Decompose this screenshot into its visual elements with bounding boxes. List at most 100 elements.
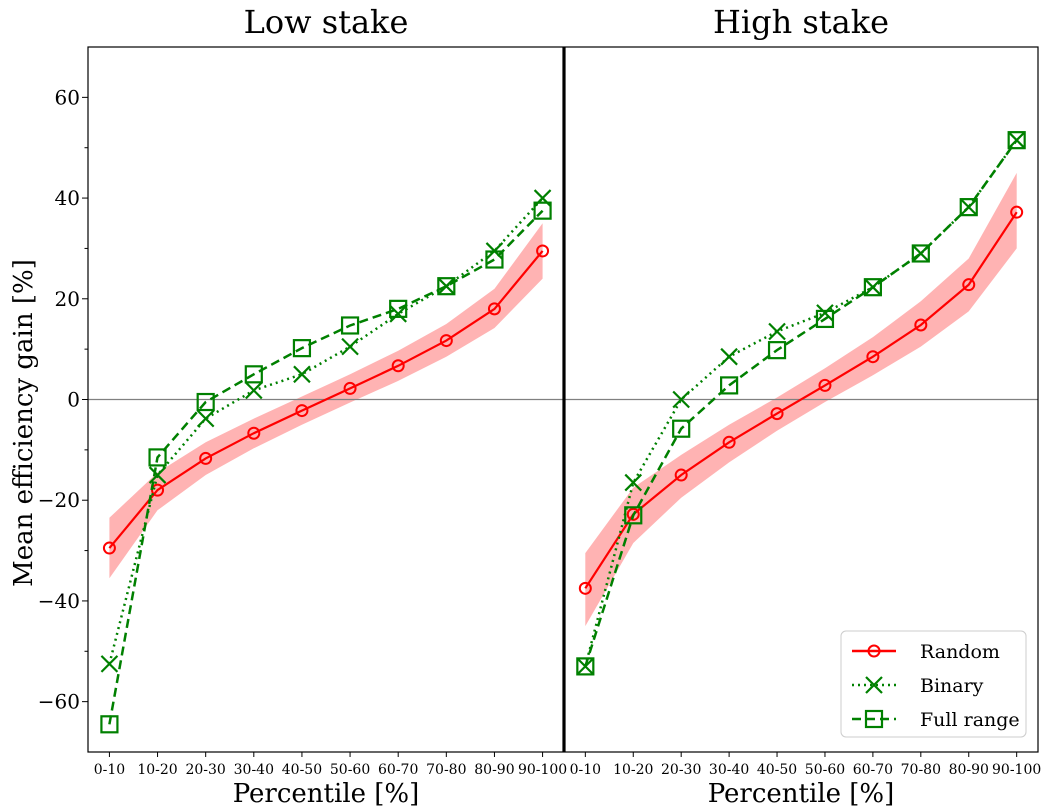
- panel-titles: Low stake High stake: [244, 3, 889, 41]
- marker-full-range: [720, 376, 739, 395]
- marker-full-range: [672, 419, 691, 438]
- legend-label: Random: [920, 641, 1000, 663]
- marker-random: [439, 334, 453, 348]
- marker-random: [722, 435, 736, 449]
- legend-label: Full range: [920, 709, 1020, 731]
- marker-random: [866, 350, 880, 364]
- plot-area: 0-10 10-20 20-30 30-40 40-50 50-60 60-70 70-80 8…: [38, 46, 1041, 778]
- series-line-random: [584, 211, 1018, 589]
- x-tick-label: 90-100: [992, 762, 1041, 778]
- marker-full-range: [485, 250, 504, 269]
- y-tick-label: −60: [38, 690, 80, 714]
- marker-binary: [816, 304, 834, 322]
- marker-full-range: [340, 316, 360, 335]
- x-tick-label: 20-30: [661, 762, 701, 778]
- marker-random: [914, 318, 928, 332]
- marker-binary: [341, 337, 359, 356]
- panel-title: High stake: [713, 3, 889, 41]
- x-tick-label: 90-100: [518, 762, 567, 778]
- marker-binary: [100, 655, 119, 673]
- marker-random: [247, 426, 261, 440]
- marker-random: [199, 451, 213, 465]
- marker-binary: [768, 322, 786, 341]
- series-line-random: [108, 250, 544, 549]
- x-axis-label: Percentile [%]: [708, 779, 895, 809]
- legend-box: [840, 630, 1027, 738]
- marker-random: [626, 507, 640, 521]
- marker-binary: [148, 466, 167, 484]
- panel-title: Low stake: [244, 3, 409, 41]
- marker-random: [536, 244, 550, 258]
- marker-binary: [389, 305, 407, 323]
- marker-random: [343, 381, 357, 395]
- series-line-full-range: [108, 209, 544, 725]
- marker-random: [962, 278, 976, 292]
- marker-binary: [437, 277, 456, 295]
- marker-random: [674, 468, 688, 482]
- y-tick-label: 40: [55, 186, 80, 210]
- y-tick-label: 0: [67, 388, 80, 412]
- marker-binary: [196, 409, 215, 428]
- x-tick-label: 40-50: [282, 762, 322, 778]
- marker-random: [102, 541, 116, 555]
- marker-binary: [672, 390, 690, 409]
- x-tick-label: 10-20: [137, 762, 177, 778]
- legend-item-full-range: Full range: [852, 709, 1020, 731]
- x-tick-label: 40-50: [757, 762, 797, 778]
- marker-random: [578, 581, 592, 595]
- marker-full-range: [244, 365, 263, 384]
- marker-full-range: [292, 339, 312, 358]
- marker-random: [295, 404, 309, 418]
- x-axis-labels: Percentile [%] Percentile [%]: [233, 779, 895, 809]
- confidence-band: [109, 223, 543, 579]
- y-tick-label: −20: [38, 488, 80, 512]
- marker-binary: [1007, 131, 1026, 149]
- series-line-binary: [108, 197, 544, 665]
- legend-marker: [867, 644, 881, 658]
- marker-full-range: [767, 341, 787, 360]
- legend-label: Binary: [920, 675, 984, 697]
- marker-random: [770, 407, 784, 421]
- marker-full-range: [1007, 131, 1026, 150]
- y-axis: −60 −40 −20 0 20 40 60: [38, 85, 88, 714]
- marker-full-range: [100, 715, 119, 734]
- marker-full-range: [196, 392, 215, 412]
- marker-binary: [293, 365, 311, 384]
- x-tick-label: 20-30: [185, 762, 225, 778]
- x-tick-label: 10-20: [613, 762, 653, 778]
- x-tick-label: 0-10: [94, 762, 125, 778]
- marker-full-range: [533, 201, 552, 220]
- y-tick-label: 60: [55, 85, 80, 109]
- marker-full-range: [815, 309, 835, 329]
- x-tick-label: 80-90: [474, 762, 514, 778]
- marker-full-range: [148, 448, 167, 467]
- legend-marker: [865, 676, 883, 694]
- x-tick-label: 0-10: [570, 762, 601, 778]
- marker-binary: [624, 473, 643, 492]
- marker-full-range: [624, 506, 643, 525]
- marker-full-range: [959, 198, 978, 217]
- legend-marker: [864, 709, 884, 729]
- marker-random: [391, 359, 405, 373]
- marker-random: [1010, 205, 1024, 219]
- series-line-full-range: [584, 139, 1018, 667]
- marker-full-range: [389, 299, 408, 318]
- x-tick-label: 60-70: [853, 762, 893, 778]
- x-tick-label: 50-60: [330, 762, 370, 778]
- legend: Random Binary Full range: [840, 630, 1027, 738]
- marker-binary: [245, 381, 263, 400]
- marker-full-range: [437, 277, 456, 296]
- marker-random: [818, 378, 832, 392]
- x-tick-label: 80-90: [949, 762, 989, 778]
- panel-2: 0-10 10-20 20-30 30-40 40-50 50-60 60-70 70-80 8…: [564, 131, 1041, 778]
- y-tick-label: −40: [38, 589, 80, 613]
- marker-full-range: [863, 278, 882, 297]
- panel-1: 0-10 10-20 20-30 30-40 40-50 50-60 60-70 70-80 8…: [88, 189, 567, 778]
- x-axis-label: Percentile [%]: [233, 779, 420, 809]
- x-tick-label: 30-40: [709, 762, 749, 778]
- legend-item-random: Random: [852, 641, 1000, 663]
- x-tick-label: 70-80: [426, 762, 466, 778]
- y-tick-label: 20: [55, 287, 80, 311]
- marker-binary: [720, 347, 738, 366]
